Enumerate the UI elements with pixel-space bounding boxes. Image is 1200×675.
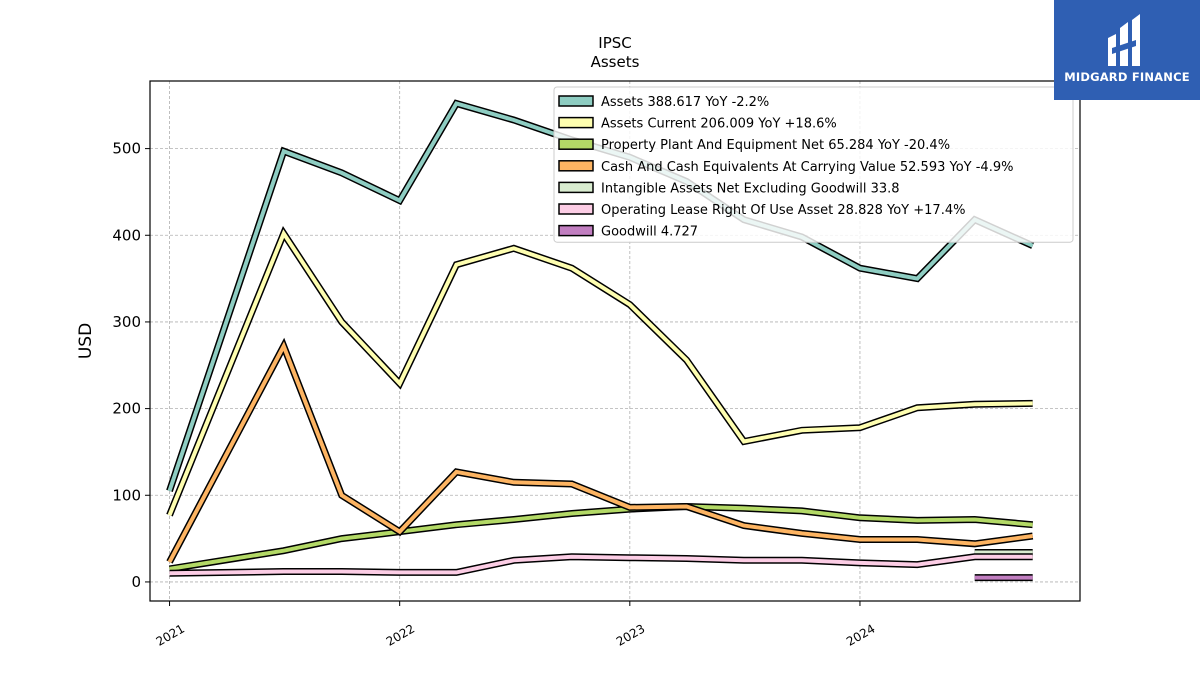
x-tick-label: 2024 bbox=[844, 621, 877, 648]
x-tick-label: 2023 bbox=[614, 621, 647, 648]
legend-label: Intangible Assets Net Excluding Goodwill… bbox=[601, 181, 900, 196]
y-tick-label: 0 bbox=[131, 573, 141, 591]
x-tick-label: 2022 bbox=[384, 621, 417, 648]
y-tick-label: 500 bbox=[112, 140, 141, 158]
legend-label: Property Plant And Equipment Net 65.284 … bbox=[601, 138, 950, 153]
series-outline-cash-and-cash-equivalents-at-carrying-value bbox=[166, 337, 1034, 564]
x-tick-label: 2021 bbox=[154, 621, 187, 648]
chart-title: IPSC bbox=[598, 34, 631, 52]
legend-label: Operating Lease Right Of Use Asset 28.82… bbox=[601, 203, 965, 218]
y-tick-label: 100 bbox=[112, 486, 141, 504]
y-tick-label: 400 bbox=[112, 226, 141, 244]
brand-logo: MIDGARD FINANCE bbox=[1054, 0, 1200, 100]
legend-label: Assets 388.617 YoY -2.2% bbox=[601, 95, 769, 110]
legend-swatch bbox=[558, 224, 594, 237]
series-line-cash-and-cash-equivalents-at-carrying-value bbox=[167, 341, 1033, 563]
y-tick-label: 300 bbox=[112, 313, 141, 331]
y-tick-label: 200 bbox=[112, 400, 141, 418]
legend-label: Goodwill 4.727 bbox=[601, 225, 698, 240]
legend-box bbox=[553, 86, 1074, 243]
chart-subtitle: Assets bbox=[591, 53, 640, 71]
legend-swatch bbox=[558, 160, 594, 172]
legend-swatch bbox=[558, 203, 594, 215]
legend-label: Cash And Cash Equivalents At Carrying Va… bbox=[601, 160, 1013, 175]
midgard-logo-icon bbox=[1108, 14, 1140, 66]
plot-frame bbox=[149, 80, 1081, 602]
legend-swatch bbox=[558, 95, 594, 107]
series-line-operating-lease-right-of-use-asset bbox=[169, 554, 1033, 576]
legend-label: Assets Current 206.009 YoY +18.6% bbox=[601, 117, 837, 132]
legend-swatch bbox=[558, 181, 594, 194]
legend-swatch bbox=[558, 138, 594, 150]
y-axis-label: USD bbox=[76, 323, 96, 359]
series-line-assets-current bbox=[167, 229, 1033, 516]
logo-text: MIDGARD FINANCE bbox=[1064, 70, 1190, 84]
legend: Assets 388.617 YoY -2.2% Assets Current 2… bbox=[553, 86, 1074, 243]
legend-swatch bbox=[558, 116, 594, 129]
